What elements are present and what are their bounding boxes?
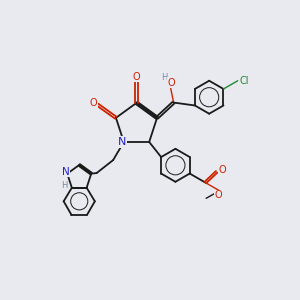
Text: O: O xyxy=(168,78,175,88)
Text: H: H xyxy=(161,73,168,82)
Text: O: O xyxy=(215,190,223,200)
Text: Cl: Cl xyxy=(240,76,249,86)
Text: N: N xyxy=(118,137,127,147)
Text: O: O xyxy=(218,165,226,175)
Text: O: O xyxy=(133,71,140,82)
Text: O: O xyxy=(90,98,98,108)
Text: N: N xyxy=(62,167,70,177)
Text: H: H xyxy=(61,181,68,190)
